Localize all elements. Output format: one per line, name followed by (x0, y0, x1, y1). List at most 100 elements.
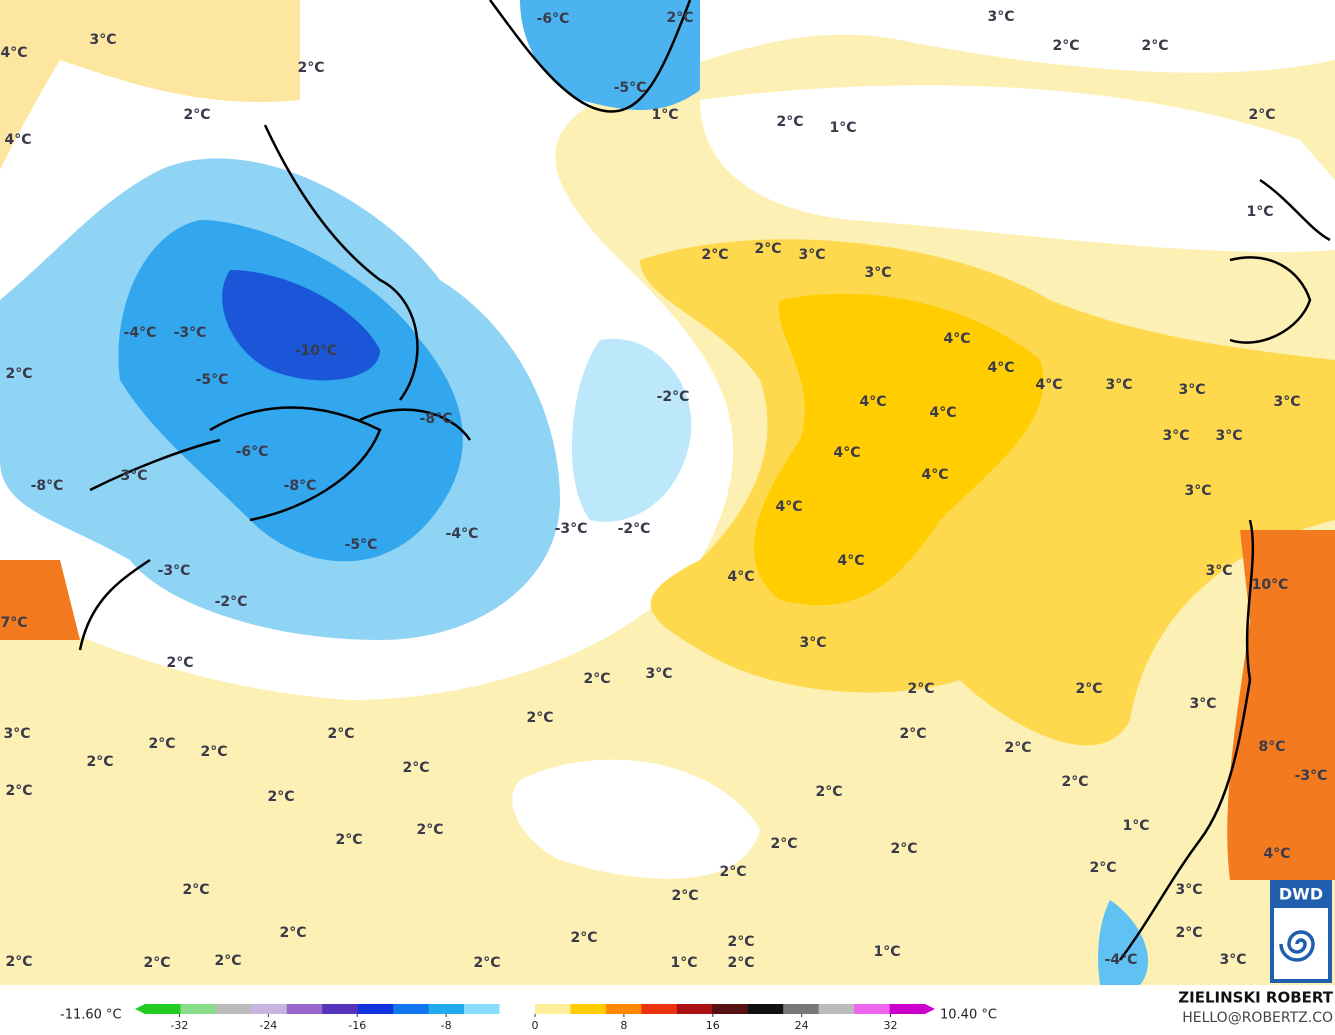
temperature-label: 2°C (701, 247, 728, 263)
temperature-label: 4°C (0, 45, 27, 61)
temperature-label: 2°C (416, 822, 443, 838)
colorbar-swatch (428, 1004, 465, 1014)
temperature-label: 3°C (1273, 394, 1300, 410)
temperature-label: -4°C (1105, 952, 1138, 968)
temperature-label: 3°C (987, 9, 1014, 25)
temperature-label: 3°C (1184, 483, 1211, 499)
neutral-area (700, 85, 1335, 253)
temperature-label: 2°C (727, 934, 754, 950)
temperature-label: 2°C (1141, 38, 1168, 54)
temperature-label: 2°C (5, 954, 32, 970)
temperature-label: 4°C (943, 331, 970, 347)
colorbar-end (925, 1004, 935, 1014)
temperature-label: 2°C (907, 681, 934, 697)
temperature-label: 2°C (143, 955, 170, 971)
temperature-label: -5°C (614, 80, 647, 96)
hot-area (1227, 530, 1335, 880)
temperature-label: 2°C (526, 710, 553, 726)
cold-area (1098, 900, 1149, 985)
temperature-label: 2°C (815, 784, 842, 800)
temperature-label: 2°C (297, 60, 324, 76)
colorbar-swatch (641, 1004, 678, 1014)
colorbar-tick-label: -16 (348, 1019, 366, 1032)
warm-area (753, 293, 1044, 606)
temperature-label: 3°C (3, 726, 30, 742)
temperature-label: 4°C (987, 360, 1014, 376)
hot-area (0, 560, 80, 640)
temperature-label: 3°C (1189, 696, 1216, 712)
temperature-label: 2°C (719, 864, 746, 880)
temperature-label: 1°C (670, 955, 697, 971)
author: ZIELINSKI ROBERT (1178, 989, 1333, 1007)
temperature-label: 3°C (645, 666, 672, 682)
temperature-label: 8°C (1258, 739, 1285, 755)
contact: HELLO@ROBERTZ.CO (1182, 1010, 1333, 1026)
temperature-label: -4°C (124, 325, 157, 341)
temperature-label: -2°C (215, 594, 248, 610)
temperature-label: 2°C (1248, 107, 1275, 123)
temperature-label: 2°C (327, 726, 354, 742)
temperature-label: 1°C (829, 120, 856, 136)
colorbar-min-label: -11.60 °C (60, 1008, 122, 1023)
temperature-label: 2°C (666, 10, 693, 26)
colorbar-tick-label: -8 (441, 1019, 452, 1032)
temperature-label: 1°C (1122, 818, 1149, 834)
colorbar-tick-label: 0 (532, 1019, 539, 1032)
colorbar-swatch (357, 1004, 394, 1014)
colorbar-swatch (215, 1004, 252, 1014)
temperature-label: 2°C (1061, 774, 1088, 790)
temperature-label: 2°C (1075, 681, 1102, 697)
colorbar-swatch (251, 1004, 288, 1014)
temperature-label: 2°C (148, 736, 175, 752)
temperature-label: -5°C (196, 372, 229, 388)
temperature-label: 7°C (0, 615, 27, 631)
temperature-label: 2°C (267, 789, 294, 805)
temperature-label: 2°C (183, 107, 210, 123)
temperature-label: 2°C (86, 754, 113, 770)
temperature-label: 4°C (837, 553, 864, 569)
temperature-label: 2°C (890, 841, 917, 857)
colorbar-swatch (393, 1004, 430, 1014)
neutral-area (512, 759, 760, 879)
colorbar-swatch (570, 1004, 607, 1014)
temperature-label: 2°C (279, 925, 306, 941)
colorbar-swatch (818, 1004, 855, 1014)
cold-area (520, 0, 700, 110)
colorbar-swatch (322, 1004, 359, 1014)
temperature-label: -3°C (158, 563, 191, 579)
colorbar-swatch (286, 1004, 323, 1014)
temperature-label: 2°C (727, 955, 754, 971)
temperature-label: -6°C (537, 11, 570, 27)
temperature-label: 4°C (921, 467, 948, 483)
temperature-label: 2°C (214, 953, 241, 969)
temperature-label: 2°C (1089, 860, 1116, 876)
temperature-label: 4°C (1035, 377, 1062, 393)
colorbar-tick-label: 24 (795, 1019, 809, 1032)
temperature-label: 2°C (1175, 925, 1202, 941)
temperature-label: 2°C (754, 241, 781, 257)
colorbar-tick-label: 16 (706, 1019, 720, 1032)
colorbar-swatch (464, 1004, 501, 1014)
logo-inner (1274, 908, 1328, 979)
colorbar-swatch (499, 1004, 536, 1014)
temperature-label: 2°C (671, 888, 698, 904)
temperature-label: 4°C (727, 569, 754, 585)
temperature-label: 4°C (4, 132, 31, 148)
logo: DWD (1270, 880, 1332, 983)
temperature-label: -10°C (295, 343, 338, 359)
cold-area (571, 338, 692, 522)
colorbar-max-label: 10.40 °C (940, 1008, 997, 1023)
temperature-label: 1°C (1246, 204, 1273, 220)
colorbar-tick-label: 32 (884, 1019, 898, 1032)
logo-text: DWD (1279, 885, 1323, 904)
temperature-label: 3°C (1178, 382, 1205, 398)
colorbar-tick-label: -32 (170, 1019, 188, 1032)
temperature-label: 3°C (1175, 882, 1202, 898)
temperature-label: 2°C (1004, 740, 1031, 756)
temperature-label: 2°C (570, 930, 597, 946)
temperature-label: 2°C (899, 726, 926, 742)
temperature-label: 2°C (182, 882, 209, 898)
temperature-label: 2°C (1052, 38, 1079, 54)
